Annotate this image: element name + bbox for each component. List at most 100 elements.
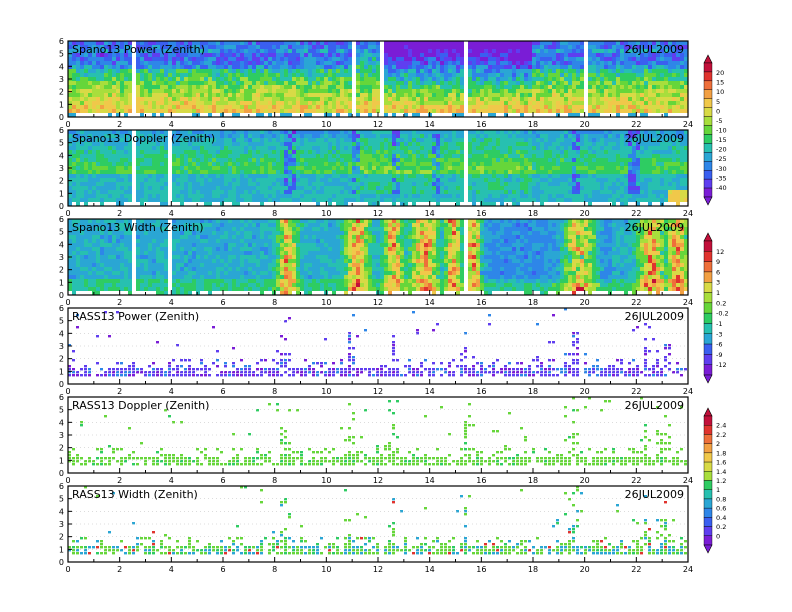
x-tick-label: 20 [580,209,590,218]
y-tick-label: 6 [59,304,64,313]
y-tick-label: 0 [59,291,64,300]
y-tick-label: 0 [59,558,64,567]
colorbar-label: 0 [716,107,720,115]
panel-date: 26JUL2009 [625,43,684,56]
colorbar-label: 0.8 [716,495,726,503]
x-tick-label: 0 [65,209,70,218]
panel-title: RASS13 Width (Zenith) [72,488,198,501]
x-tick-label: 20 [580,120,590,129]
x-tick-label: 0 [65,120,70,129]
colorbar-label: 2 [716,440,720,448]
x-tick-label: 18 [528,120,538,129]
colorbar-segment [703,415,713,426]
x-tick-label: 16 [476,120,486,129]
colorbar-segment [703,187,713,198]
y-tick-label: 4 [59,62,64,71]
x-tick-label: 4 [169,298,174,307]
y-tick-label: 6 [59,215,64,224]
y-tick-label: 5 [59,228,64,237]
colorbar-label: 0.2 [716,523,726,531]
colorbar-segment [703,302,713,314]
x-tick-label: 16 [476,387,486,396]
colorbar-segment [703,489,713,500]
x-tick-label: 16 [476,298,486,307]
colorbar-segment [703,333,713,345]
colorbar-segment [703,251,713,262]
x-tick-label: 8 [272,120,277,129]
colorbar-label: -35 [716,174,727,182]
x-tick-label: 24 [683,298,693,307]
panel-title: Spano13 Power (Zenith) [72,43,205,56]
x-tick-label: 10 [321,387,331,396]
colorbar-label: -5 [716,117,722,125]
colorbar-segment [703,80,713,91]
x-tick-label: 14 [425,298,435,307]
y-tick-label: 3 [59,431,64,440]
colorbar-label: 1.8 [716,449,726,457]
heatmap-cells [68,486,687,555]
x-tick-label: 22 [631,298,641,307]
x-tick-label: 2 [117,476,122,485]
colorbar-segment [703,282,713,293]
colorbar-label: 6 [716,268,720,276]
y-tick-label: 3 [59,342,64,351]
y-tick-label: 0 [59,380,64,389]
colorbar-label: 0 [716,532,720,540]
y-tick-label: 4 [59,240,64,249]
colorbar-label: -25 [716,155,727,163]
colorbar-segment [703,526,713,536]
colorbar-segment [703,107,713,117]
colorbar-segment [703,98,713,108]
y-tick-label: 3 [59,253,64,262]
colorbar-segment [703,134,713,144]
colorbar-label: 9 [716,258,720,266]
colorbar-segment [703,152,713,162]
panel-date: 26JUL2009 [625,488,684,501]
colorbar-label: 1 [716,289,720,297]
colorbar-segment [703,354,713,365]
y-tick-label: 0 [59,113,64,122]
colorbar-segment [703,535,713,546]
x-tick-label: 20 [580,298,590,307]
x-tick-label: 6 [220,120,225,129]
colorbar-segment [703,323,713,334]
colorbar-rass: 2.42.221.8 1.61.41.210.8 0.60.40.20 [703,407,726,554]
y-tick-label: 0 [59,202,64,211]
x-tick-label: 0 [65,298,70,307]
x-tick-label: 14 [425,209,435,218]
y-tick-label: 4 [59,507,64,516]
colorbar-arrow-top [703,407,713,417]
colorbar-label: 1.4 [716,468,726,476]
x-tick-label: 14 [425,120,435,129]
x-tick-label: 18 [528,209,538,218]
colorbar-label: 3 [716,279,720,287]
colorbar-label: -20 [716,146,727,154]
colorbar-segment [703,480,713,490]
colorbar-segment [703,125,713,135]
x-tick-label: 2 [117,565,122,574]
x-tick-label: 6 [220,298,225,307]
x-tick-label: 18 [528,565,538,574]
x-tick-label: 2 [117,387,122,396]
x-tick-label: 10 [321,298,331,307]
x-tick-label: 2 [117,209,122,218]
panel-date: 26JUL2009 [625,221,684,234]
colorbar-label: -30 [716,165,727,173]
y-tick-label: 6 [59,393,64,402]
x-tick-label: 8 [272,298,277,307]
x-tick-label: 6 [220,476,225,485]
colorbar-label: 0.6 [716,505,726,513]
colorbar-segment [703,116,713,126]
x-tick-label: 24 [683,387,693,396]
colorbar-label: 15 [716,79,724,87]
heatmap-cells [68,397,687,466]
x-tick-label: 8 [272,476,277,485]
colorbar-label: 1.2 [716,477,726,485]
x-tick-label: 4 [169,565,174,574]
colorbar-label: -0.2 [716,310,729,318]
x-tick-label: 18 [528,298,538,307]
x-tick-label: 18 [528,476,538,485]
x-tick-label: 24 [683,120,693,129]
